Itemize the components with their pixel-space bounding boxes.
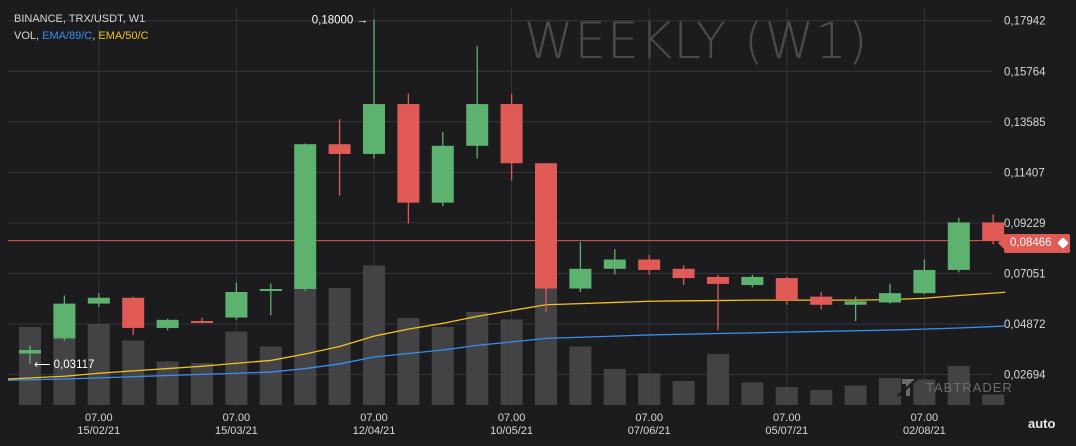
volume-bar — [810, 390, 833, 405]
volume-bar — [913, 379, 936, 405]
y-tick-label: 0,02694 — [1004, 370, 1046, 382]
volume-bar — [638, 373, 661, 405]
chart-title: BINANCE, TRX/USDT, W1 — [14, 13, 146, 25]
volume-bar — [363, 265, 385, 405]
tabtrader-logo: TABTRADER — [896, 376, 1013, 398]
price-annotation: ⟵ 0,03117 — [34, 359, 94, 371]
x-tick-time: 07.00 — [773, 412, 801, 424]
y-tick-label: 0,09229 — [1004, 218, 1046, 230]
x-tick-date: 10/05/21 — [490, 425, 533, 437]
y-tick-label: 0,07051 — [1004, 268, 1046, 280]
x-tick-date: 12/04/21 — [353, 425, 396, 437]
y-tick-label: 0,11407 — [1004, 167, 1045, 179]
x-tick-time: 07.00 — [498, 412, 526, 424]
x-tick-date: 05/07/21 — [765, 425, 808, 437]
y-tick-label: 0,15764 — [1004, 66, 1046, 78]
candle-up — [741, 276, 764, 286]
candle-up — [879, 293, 901, 303]
volume-bar — [259, 346, 282, 405]
candle-down — [638, 259, 661, 270]
candle-down — [775, 278, 798, 301]
legend-item: EMA/89/C — [42, 30, 93, 42]
ema50-line — [7, 291, 1006, 380]
candle-up — [947, 222, 970, 270]
candle-down — [191, 321, 213, 324]
candle-up — [466, 104, 489, 146]
candle-down — [397, 104, 420, 203]
candle-down — [982, 222, 1005, 241]
volume-bar — [982, 394, 1005, 405]
x-tick-date: 07/06/21 — [628, 425, 671, 437]
candle-up — [913, 269, 936, 294]
auto-scale-button[interactable]: auto — [1028, 416, 1056, 431]
candle-up — [603, 259, 626, 269]
volume-bar — [500, 319, 523, 405]
y-tick-label: 0,13585 — [1004, 117, 1046, 129]
volume-bar — [156, 361, 179, 405]
volume-bar — [87, 324, 110, 405]
volume-bar — [122, 340, 145, 405]
candle-up — [259, 288, 282, 291]
candle-down — [535, 163, 557, 289]
volume-bar — [569, 346, 592, 405]
y-tick-label: 0,17942 — [1004, 16, 1046, 28]
volume-bar — [741, 382, 764, 405]
candle-up — [363, 104, 385, 154]
candle-down — [500, 104, 523, 164]
indicator-legend: VOL, EMA/89/C, EMA/50/C — [14, 30, 149, 43]
volume-bar — [191, 363, 213, 405]
candle-up — [431, 145, 454, 203]
volume-bar — [844, 385, 867, 405]
volume-bar — [294, 288, 317, 405]
candle-down — [122, 297, 145, 328]
candle-down — [810, 296, 833, 305]
ema89-line — [7, 325, 1006, 381]
legend-item: , — [92, 30, 99, 42]
x-tick-time: 07.00 — [635, 412, 663, 424]
y-tick-label: 0,04872 — [1004, 319, 1046, 331]
volume-bar — [879, 378, 901, 405]
legend-item: EMA/50/C — [98, 30, 149, 42]
candle-up — [294, 144, 317, 289]
x-tick-time: 07.00 — [360, 412, 388, 424]
x-tick-date: 15/02/21 — [77, 425, 120, 437]
x-tick-time: 07.00 — [911, 412, 939, 424]
current-price-label: 0,08466 — [1010, 237, 1052, 249]
volume-bar — [535, 280, 557, 405]
volume-bar — [431, 327, 454, 405]
candle-up — [225, 292, 248, 318]
volume-bar — [707, 354, 729, 405]
volume-bar — [603, 369, 626, 405]
volume-bar — [397, 318, 420, 405]
x-tick-time: 07.00 — [223, 412, 251, 424]
current-price-tag: 0,08466 — [998, 234, 1070, 253]
volume-bar — [947, 366, 970, 405]
brand-label: TABTRADER — [926, 379, 1013, 395]
price-tag-icon — [1057, 237, 1069, 249]
legend-item: VOL, — [14, 30, 43, 42]
candle-up — [156, 319, 179, 328]
candle-up — [19, 350, 41, 354]
tabtrader-logo-icon — [897, 377, 919, 397]
candle-down — [328, 144, 351, 154]
x-tick-date: 15/03/21 — [215, 425, 258, 437]
timeframe-watermark: WEEKLY (W1) — [524, 12, 869, 70]
price-annotation: 0,18000 → — [312, 14, 368, 26]
candle-down — [707, 276, 729, 284]
volume-bar — [672, 381, 695, 405]
candle-up — [53, 303, 76, 339]
x-tick-time: 07.00 — [85, 412, 113, 424]
candle-down — [672, 268, 695, 279]
volume-bar — [19, 327, 41, 405]
x-tick-date: 02/08/21 — [903, 425, 946, 437]
candle-up — [844, 301, 867, 305]
candle-up — [87, 297, 110, 304]
volume-bar — [225, 331, 248, 405]
volume-bar — [775, 387, 798, 405]
candle-up — [569, 268, 592, 289]
volume-bar — [466, 312, 489, 405]
